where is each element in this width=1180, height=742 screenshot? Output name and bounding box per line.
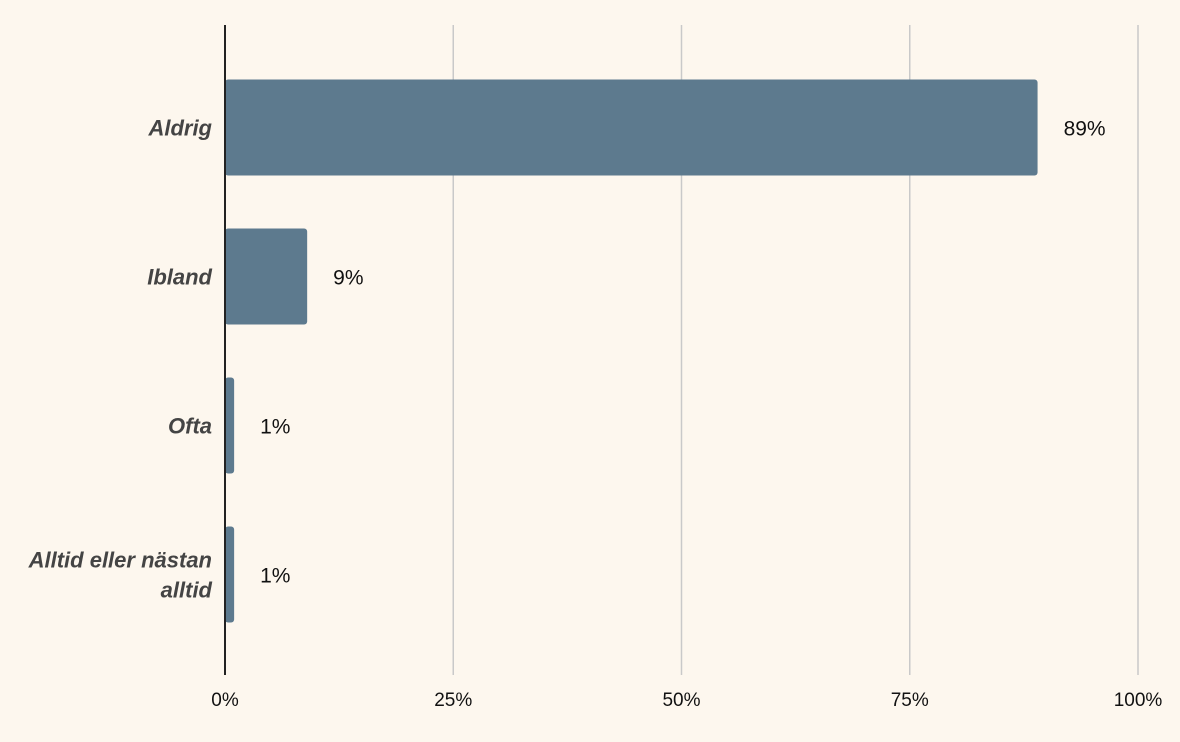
- category-label: Ibland: [147, 265, 212, 290]
- category-labels: Aldrig Ibland Ofta Alltid eller nästan allti…: [28, 116, 213, 603]
- x-tick-label: 50%: [662, 690, 700, 711]
- x-tick-label: 75%: [891, 690, 929, 711]
- bar: [225, 79, 1038, 176]
- bar: [225, 377, 235, 474]
- x-tick-label: 25%: [434, 690, 472, 711]
- x-tick-label: 0%: [211, 690, 239, 711]
- category-label: Alltid eller nästan: [28, 548, 212, 573]
- value-label: 1%: [260, 416, 290, 439]
- value-labels: 89% 9% 1% 1%: [260, 118, 1105, 588]
- category-label: Ofta: [168, 414, 212, 439]
- bar: [225, 228, 308, 325]
- value-label: 1%: [260, 565, 290, 588]
- value-label: 89%: [1064, 118, 1106, 141]
- bar: [225, 526, 235, 623]
- bars: [225, 79, 1038, 623]
- category-label: Aldrig: [147, 116, 212, 141]
- value-label: 9%: [333, 267, 363, 290]
- x-tick-labels: 0% 25% 50% 75% 100%: [211, 690, 1162, 711]
- x-tick-label: 100%: [1114, 690, 1163, 711]
- category-label: alltid: [161, 578, 213, 603]
